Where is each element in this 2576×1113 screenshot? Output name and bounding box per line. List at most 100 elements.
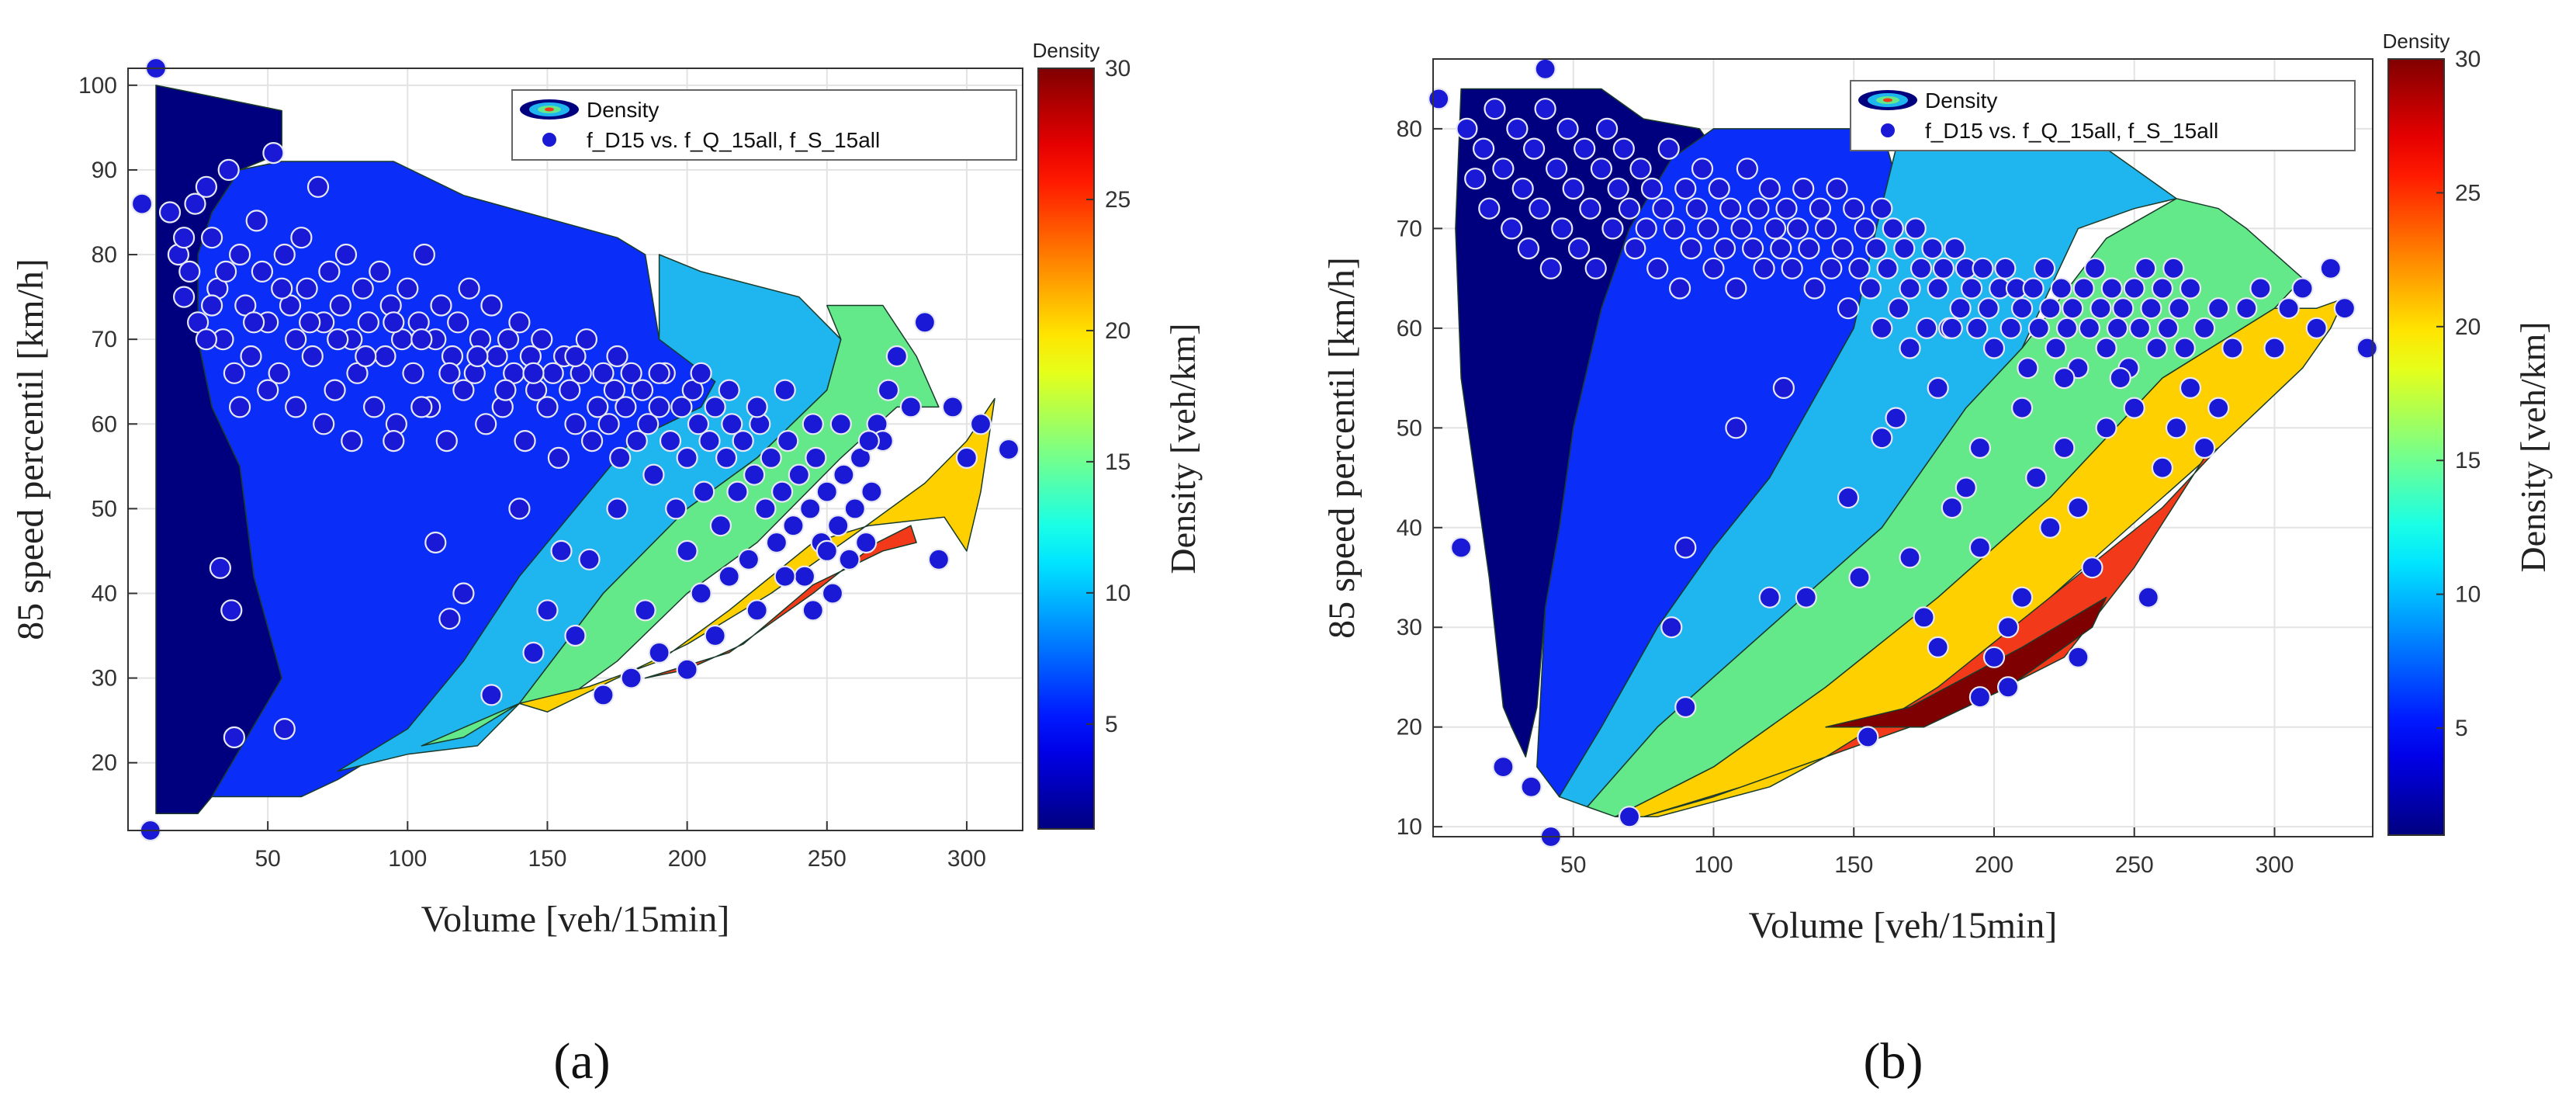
data-point	[410, 328, 433, 351]
x-tick-label: 100	[1694, 852, 1733, 878]
data-point	[1996, 676, 2020, 699]
data-point	[1904, 217, 1927, 240]
data-point	[299, 311, 321, 334]
data-point	[1669, 277, 1691, 300]
chart-panel-a: 50 100 150 200 250 300 20 30 40 50 60 70 80 90 100 Volu…	[10, 39, 1203, 1090]
data-point	[285, 396, 307, 418]
data-point	[564, 345, 587, 368]
y-tick-label: 80	[92, 242, 117, 268]
y-tick-label: 70	[1397, 216, 1422, 241]
data-point	[1534, 57, 1556, 80]
x-tick-label: 250	[808, 846, 847, 872]
data-point	[637, 413, 660, 435]
panel-label-b: (b)	[1863, 1033, 1923, 1090]
data-point	[1893, 238, 1916, 260]
data-point	[1871, 197, 1893, 220]
data-point	[606, 498, 628, 520]
data-point	[324, 379, 346, 401]
x-tick-label: 150	[1834, 852, 1873, 878]
data-point	[547, 446, 570, 470]
data-point	[1770, 238, 1792, 260]
data-point	[2010, 586, 2034, 609]
data-point	[1909, 257, 1933, 279]
x-tick-label: 300	[2255, 852, 2294, 878]
data-point	[1848, 257, 1871, 279]
data-point	[296, 277, 318, 300]
data-point	[363, 396, 386, 418]
data-point	[1775, 197, 1798, 220]
data-point	[997, 438, 1020, 461]
data-point	[195, 328, 217, 351]
data-point	[1871, 427, 1893, 449]
data-point	[268, 362, 290, 384]
data-point	[357, 311, 379, 334]
x-tick-label: 200	[1975, 852, 2013, 878]
data-point	[746, 396, 768, 418]
data-point	[480, 294, 503, 317]
data-point	[1913, 606, 1935, 629]
data-point	[829, 413, 852, 435]
data-point	[2010, 297, 2034, 320]
data-point	[578, 548, 601, 570]
data-point	[2193, 436, 2216, 459]
data-point	[927, 548, 950, 570]
data-point	[899, 396, 923, 418]
data-point	[2263, 337, 2286, 359]
data-point	[1556, 117, 1579, 140]
data-point	[2055, 317, 2079, 339]
x-tick-label: 300	[947, 846, 986, 872]
colorbar-tick-label: 5	[1105, 712, 1118, 737]
legend-density-icon-core	[545, 107, 554, 112]
data-point	[271, 277, 293, 300]
data-point	[1624, 238, 1646, 260]
data-point	[2356, 337, 2378, 359]
data-point	[1492, 158, 1515, 180]
data-point	[1719, 197, 1742, 220]
data-point	[592, 362, 615, 384]
colorbar-title: Density	[1033, 39, 1100, 62]
data-point	[245, 210, 268, 232]
data-point	[877, 379, 900, 401]
data-point	[1871, 317, 1893, 339]
data-point	[1501, 217, 1523, 240]
data-point	[2083, 257, 2107, 279]
data-point	[1941, 317, 1963, 339]
data-point	[2162, 257, 2185, 279]
data-point	[290, 227, 313, 249]
data-point	[1730, 217, 1753, 240]
data-point	[1968, 686, 1992, 709]
data-point	[334, 243, 358, 266]
data-point	[774, 379, 796, 401]
data-point	[718, 379, 740, 401]
data-point	[1618, 197, 1641, 220]
data-point	[802, 599, 824, 622]
data-point	[1859, 277, 1882, 300]
data-point	[782, 515, 805, 537]
data-point	[1921, 238, 1944, 260]
data-point	[690, 362, 712, 384]
data-point	[2067, 496, 2090, 519]
colorbar-tick-label: 10	[2455, 582, 2481, 608]
data-point	[1747, 197, 1770, 220]
data-point	[220, 599, 243, 622]
data-point	[2033, 257, 2056, 279]
y-tick-label: 80	[1397, 116, 1422, 142]
data-point	[313, 413, 335, 435]
legend-label-density: Density	[587, 98, 659, 122]
data-point	[737, 548, 760, 570]
data-point	[1506, 117, 1529, 140]
data-point	[1725, 417, 1747, 439]
data-point	[913, 311, 937, 334]
data-point	[721, 413, 743, 435]
data-point	[1772, 376, 1795, 399]
legend-box	[1850, 80, 2356, 151]
data-point	[855, 531, 878, 554]
y-tick-label: 90	[92, 158, 117, 183]
data-point	[1607, 177, 1629, 200]
data-point	[1562, 177, 1584, 200]
data-point	[732, 429, 754, 452]
data-point	[941, 396, 964, 418]
data-point	[2319, 257, 2342, 279]
data-point	[620, 667, 642, 689]
